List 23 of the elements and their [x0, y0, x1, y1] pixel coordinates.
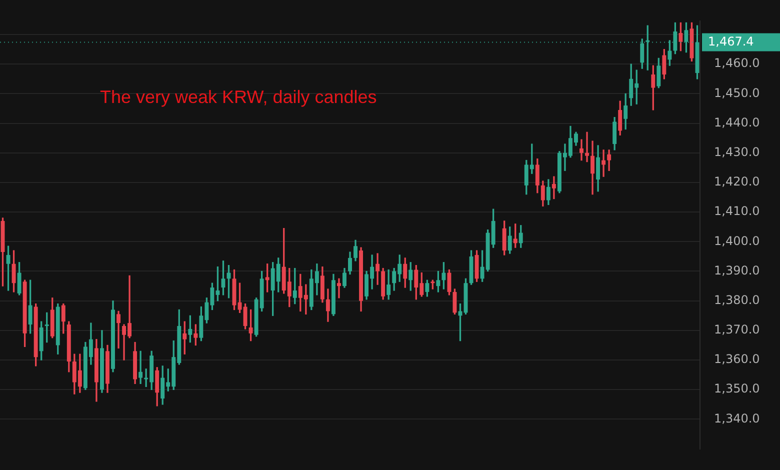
candlestick [580, 139, 584, 161]
y-tick-label: 1,420.0 [714, 174, 760, 189]
y-tick-label: 1,390.0 [714, 263, 760, 278]
y-tick-label: 1,410.0 [714, 204, 760, 218]
y-tick-label: 1,350.0 [714, 382, 760, 396]
y-tick-label: 1,340.0 [714, 411, 760, 426]
y-tick-label: 1,370.0 [714, 322, 760, 337]
y-tick-label: 1,430.0 [714, 145, 760, 160]
y-tick-label: 1,360.0 [714, 352, 760, 366]
candlestick [336, 278, 341, 298]
y-tick-label: 1,380.0 [714, 292, 760, 307]
candlestick [138, 350, 143, 384]
ref-line-label: 1,467.4 [708, 34, 754, 48]
y-tick-label: 1,400.0 [714, 234, 760, 248]
candlestick [116, 310, 120, 349]
y-tick-label: 1,450.0 [714, 86, 760, 100]
text: The very weak KRW, daily candles [100, 87, 377, 108]
candlestick [552, 176, 556, 200]
y-tick-label: 1,440.0 [714, 115, 760, 130]
candlestick [376, 253, 380, 285]
y-tick-label: 1,460.0 [714, 56, 760, 70]
candlestick [602, 150, 606, 177]
candlestick [585, 132, 589, 162]
